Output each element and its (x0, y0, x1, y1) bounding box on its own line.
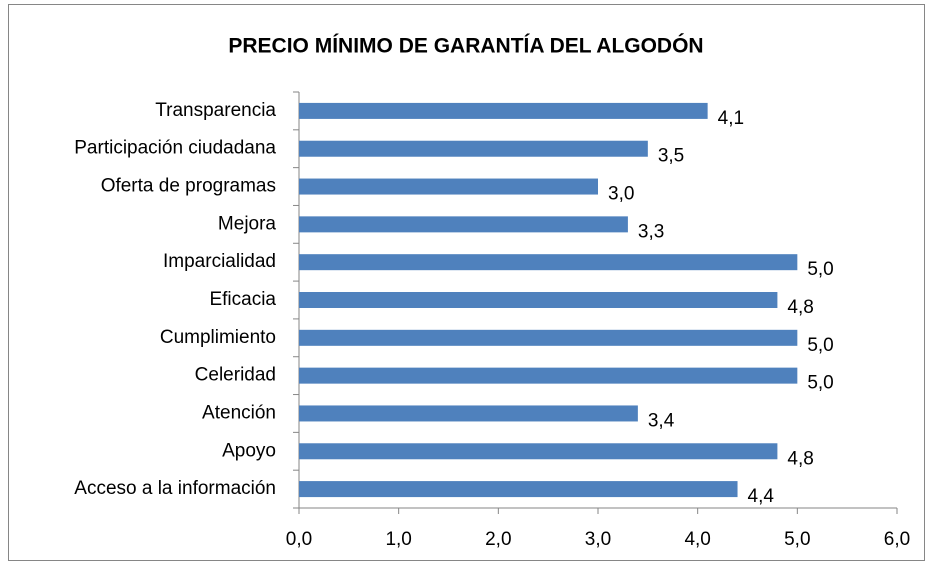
bar (299, 481, 738, 498)
x-tick-label: 0,0 (286, 529, 312, 550)
value-label: 4,8 (787, 448, 813, 469)
value-label: 4,8 (787, 297, 813, 318)
bar (299, 292, 778, 308)
bar (299, 178, 598, 195)
bar (299, 405, 638, 422)
x-tick-label: 4,0 (684, 529, 710, 550)
value-label: 3,0 (608, 184, 634, 205)
bar (299, 216, 628, 233)
x-tick-label: 5,0 (784, 529, 810, 550)
x-tick-label: 1,0 (385, 529, 411, 550)
y-tick-label: Oferta de programas (101, 176, 276, 197)
bar (299, 102, 708, 119)
x-tick-label: 6,0 (884, 529, 910, 550)
y-tick-label: Transparencia (155, 100, 276, 121)
y-tick-label: Participación ciudadana (74, 138, 276, 159)
y-tick-label: Eficacia (209, 289, 276, 310)
bar (299, 367, 798, 384)
y-tick-label: Imparcialidad (163, 251, 276, 272)
value-label: 5,0 (807, 335, 833, 356)
value-label: 4,4 (748, 486, 775, 507)
bar (299, 140, 648, 157)
value-label: 3,3 (638, 221, 664, 242)
x-tick-label: 2,0 (485, 529, 511, 550)
y-tick-label: Acceso a la información (74, 478, 276, 499)
bar (299, 443, 778, 460)
value-label: 3,5 (658, 146, 684, 167)
chart-border (8, 4, 925, 561)
value-label: 5,0 (807, 373, 833, 394)
y-tick-label: Apoyo (222, 440, 276, 461)
y-tick-label: Celeridad (195, 365, 276, 386)
value-label: 4,1 (718, 108, 744, 129)
y-tick-label: Mejora (218, 213, 277, 234)
value-label: 3,4 (648, 410, 675, 431)
x-tick-label: 3,0 (585, 529, 611, 550)
chart-title: PRECIO MÍNIMO DE GARANTÍA DEL ALGODÓN (228, 34, 703, 58)
bar (299, 329, 798, 346)
y-tick-label: Atención (202, 402, 276, 423)
y-tick-label: Cumplimiento (160, 327, 276, 348)
value-label: 5,0 (807, 259, 833, 280)
bar (299, 254, 798, 271)
